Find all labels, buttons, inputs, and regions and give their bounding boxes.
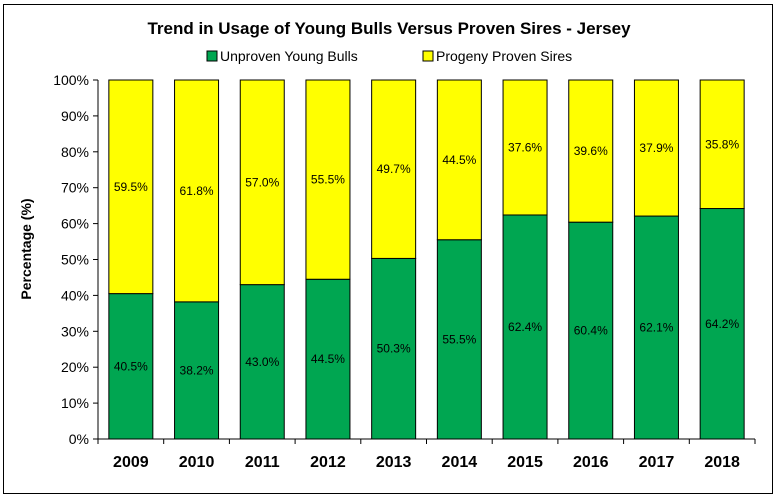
data-label-proven-sires-2014: 44.5% [442,153,476,167]
data-label-proven-sires-2018: 35.8% [705,137,739,151]
data-label-proven-sires-2009: 59.5% [114,180,148,194]
x-tick-label-2016: 2016 [573,454,609,471]
y-tick-label: 10% [61,395,89,411]
data-label-young-bulls-2017: 62.1% [639,321,673,335]
bar-proven-sires-2016 [568,79,614,223]
x-tick-label-2014: 2014 [442,454,478,471]
x-tick-label-2013: 2013 [376,454,412,471]
data-label-proven-sires-2012: 55.5% [311,173,345,187]
data-label-young-bulls-2011: 43.0% [245,355,279,369]
data-label-proven-sires-2015: 37.6% [508,140,542,154]
data-label-young-bulls-2009: 40.5% [114,359,148,373]
data-label-proven-sires-2016: 39.6% [574,144,608,158]
data-label-proven-sires-2011: 57.0% [245,175,279,189]
x-tick-label-2010: 2010 [179,454,215,471]
data-label-proven-sires-2010: 61.8% [180,184,214,198]
bar-proven-sires-2018 [699,79,745,210]
y-tick-label: 50% [61,252,89,268]
y-tick-label: 80% [61,144,89,160]
bar-proven-sires-2012 [305,79,351,280]
data-label-young-bulls-2014: 55.5% [442,332,476,346]
y-tick-label: 90% [61,108,89,124]
x-tick-label-2009: 2009 [113,454,149,471]
x-tick-label-2018: 2018 [704,454,740,471]
bar-young-bulls-2014 [436,239,482,440]
x-tick-label-2017: 2017 [639,454,675,471]
plot-area: 40.5% 59.5% 38.2% 61.8% 43.0% 57.0% 44.5% 55.5%… [53,72,756,471]
bar-young-bulls-2016 [568,221,614,440]
data-label-young-bulls-2013: 50.3% [377,342,411,356]
stacked-bar-chart: Trend in Usage of Young Bulls Versus Pro… [18,19,756,471]
data-label-young-bulls-2012: 44.5% [311,352,345,366]
legend-swatch-1 [206,50,218,62]
y-tick-label: 60% [61,216,89,232]
y-tick-label: 30% [61,323,89,339]
bar-proven-sires-2014 [436,79,482,241]
data-label-young-bulls-2016: 60.4% [574,324,608,338]
data-label-proven-sires-2017: 37.9% [639,141,673,155]
bar-proven-sires-2017 [633,79,679,217]
chart-title: Trend in Usage of Young Bulls Versus Pro… [147,19,631,38]
y-axis-label: Percentage (%) [18,198,34,299]
chart-frame: Trend in Usage of Young Bulls Versus Pro… [3,4,773,494]
bar-proven-sires-2011 [239,79,285,286]
x-tick-label-2011: 2011 [245,454,280,471]
bar-proven-sires-2010 [174,79,220,303]
data-label-young-bulls-2018: 64.2% [705,317,739,331]
y-tick-label: 70% [61,180,89,196]
bar-young-bulls-2015 [502,214,548,440]
bar-proven-sires-2009 [108,79,154,295]
legend-label-1: Unproven Young Bulls [220,48,358,64]
data-label-young-bulls-2015: 62.4% [508,320,542,334]
bar-proven-sires-2015 [502,79,548,216]
legend-label-2: Progeny Proven Sires [436,48,572,64]
legend: Unproven Young Bulls Progeny Proven Sires [206,48,572,64]
y-tick-label: 40% [61,287,89,303]
bar-proven-sires-2013 [371,79,417,259]
y-tick-label: 20% [61,359,89,375]
x-tick-label-2012: 2012 [310,454,346,471]
data-label-young-bulls-2010: 38.2% [180,363,214,377]
x-tick-label-2015: 2015 [507,454,543,471]
data-label-proven-sires-2013: 49.7% [377,162,411,176]
legend-swatch-2 [422,50,434,62]
bar-young-bulls-2017 [633,215,679,440]
bar-young-bulls-2009 [108,293,154,440]
y-tick-label: 0% [69,431,89,447]
y-tick-label: 100% [53,72,89,88]
bar-young-bulls-2018 [699,208,745,440]
